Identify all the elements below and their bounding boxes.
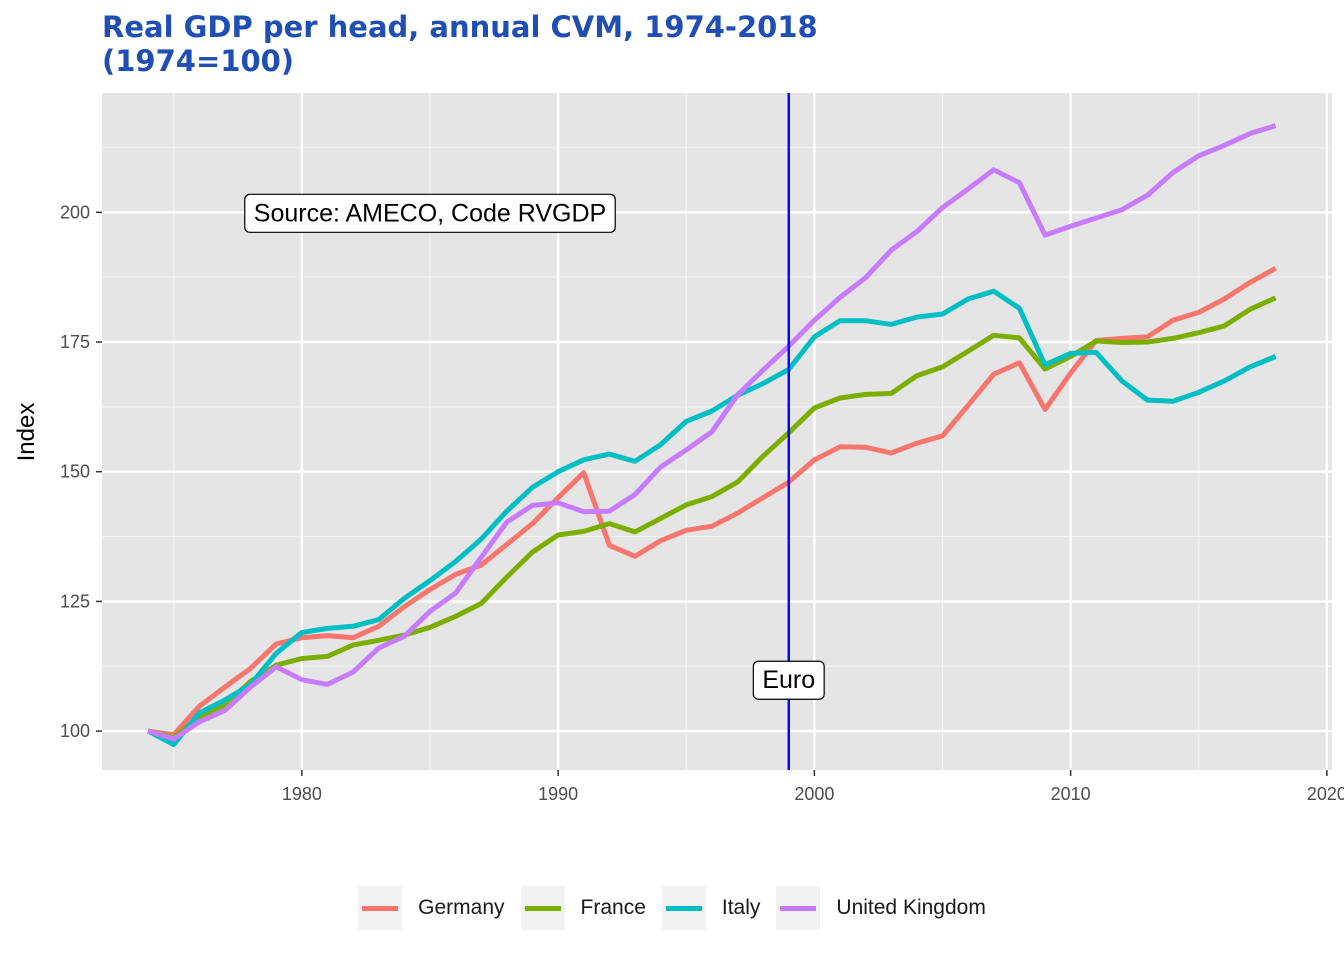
y-axis-title: Index	[13, 403, 40, 462]
legend-label: France	[580, 896, 646, 919]
y-tick-label: 100	[60, 721, 90, 741]
legend-key-line	[665, 906, 702, 911]
legend-key	[776, 886, 821, 930]
annotation-text: Source: AMECO, Code RVGDP	[254, 199, 606, 227]
x-tick-label: 2000	[794, 784, 834, 804]
legend-label: Germany	[418, 896, 505, 919]
legend-item-united-kingdom: United Kingdom	[776, 886, 986, 930]
y-axis: 100 125 150 175 200	[60, 202, 102, 741]
x-tick-label: 2020	[1307, 784, 1344, 804]
legend-key-line	[362, 906, 399, 911]
annotation-box	[752, 660, 825, 700]
y-tick-label: 125	[60, 591, 90, 611]
legend: Germany France Italy United Kingdom	[0, 886, 1344, 930]
legend-label: United Kingdom	[836, 896, 986, 919]
legend-item-italy: Italy	[661, 886, 761, 930]
annotation-label: Euro	[752, 660, 825, 700]
x-tick-label: 1990	[538, 784, 578, 804]
annotations: Source: AMECO, Code RVGDP Euro	[244, 193, 825, 700]
annotation-box	[244, 193, 616, 233]
legend-key	[358, 886, 403, 930]
series-line-france	[147, 295, 1277, 741]
legend-item-germany: Germany	[358, 886, 505, 930]
x-tick-label: 2010	[1051, 784, 1091, 804]
y-tick-label: 150	[60, 462, 90, 482]
series-lines	[146, 123, 1277, 748]
x-axis: 1980 1990 2000 2010 2020	[282, 770, 1344, 804]
annotation-label: Source: AMECO, Code RVGDP	[244, 193, 616, 233]
legend-item-france: France	[520, 886, 646, 930]
series-line-italy	[146, 288, 1277, 748]
y-tick-label: 175	[60, 332, 90, 352]
legend-key-line	[780, 906, 817, 911]
y-tick-label: 200	[60, 202, 90, 222]
x-tick-label: 1980	[282, 784, 322, 804]
legend-label: Italy	[721, 896, 761, 919]
legend-key	[520, 886, 565, 930]
legend-key	[661, 886, 706, 930]
series-line-united-kingdom	[147, 123, 1277, 742]
legend-key-line	[524, 906, 561, 911]
chart-title: Real GDP per head, annual CVM, 1974-2018…	[102, 10, 818, 78]
annotation-text: Euro	[762, 666, 815, 694]
